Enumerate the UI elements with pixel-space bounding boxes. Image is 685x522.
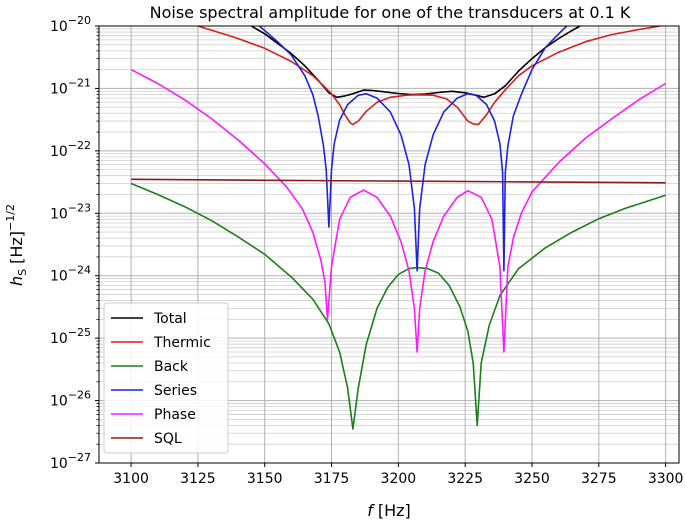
y-tick-label: 10−27 [50,451,91,472]
y-axis-subscript: S [16,269,29,276]
series-line-sql [131,178,666,184]
y-tick-base: 10 [50,81,68,97]
plot-frame [98,25,680,464]
legend-label-phase: Phase [154,407,196,423]
y-axis-symbol: h [7,276,26,286]
y-tick-label: 10−22 [50,139,91,160]
x-axis-label: f [Hz] [367,501,411,520]
x-tick-label: 3100 [113,471,149,487]
y-tick-label: 10−24 [50,264,91,285]
legend-label-series: Series [154,383,197,399]
y-tick-label: 10−21 [50,76,91,97]
y-tick-label: 10−20 [50,14,91,35]
legend-label-total: Total [153,311,187,327]
x-tick-label: 3175 [314,471,350,487]
x-axis-unit: [Hz] [378,501,411,520]
y-tick-exponent: −23 [68,201,91,214]
legend-label-sql: SQL [154,431,182,447]
y-tick-label: 10−26 [50,389,91,410]
legend-label-back: Back [154,359,189,375]
y-tick-base: 10 [50,456,68,472]
series-line-phase [130,68,667,353]
series-layer [130,26,667,430]
y-tick-base: 10 [50,19,68,35]
legend-box [103,302,229,454]
y-tick-exponent: −20 [68,14,91,27]
y-tick-base: 10 [50,331,68,347]
y-tick-base: 10 [50,206,68,222]
y-tick-exponent: −21 [68,76,91,89]
x-axis: 3100 3125 3150 3175 3200 3225 3250 3275 3300 [113,463,683,487]
x-tick-label: 3275 [581,471,617,487]
x-tick-label: 3250 [514,471,550,487]
y-tick-label: 10−23 [50,201,91,222]
y-tick-exponent: −24 [68,264,91,277]
y-axis-unit: [Hz] [7,231,26,264]
y-tick-base: 10 [50,144,68,160]
y-axis-label: hS [Hz]−1/2 [4,204,29,286]
x-tick-label: 3125 [180,471,216,487]
chart-title: Noise spectral amplitude for one of the … [150,3,631,22]
y-tick-label: 10−25 [50,326,91,347]
x-tick-label: 3225 [447,471,483,487]
y-tick-exponent: −22 [68,139,91,152]
x-tick-label: 3200 [381,471,417,487]
y-tick-exponent: −27 [68,451,91,464]
y-tick-base: 10 [50,394,68,410]
y-tick-base: 10 [50,269,68,285]
legend-label-thermic: Thermic [153,335,211,351]
legend: Total Thermic Back Series Phase SQL [103,302,229,454]
series-line-thermic [197,26,661,126]
x-tick-label: 3300 [648,471,684,487]
x-tick-label: 3150 [247,471,283,487]
y-tick-exponent: −25 [68,326,91,339]
series-line-series [258,26,568,272]
y-tick-exponent: −26 [68,389,91,402]
y-axis-exponent: −1/2 [4,204,17,231]
x-axis-symbol: f [367,501,375,520]
